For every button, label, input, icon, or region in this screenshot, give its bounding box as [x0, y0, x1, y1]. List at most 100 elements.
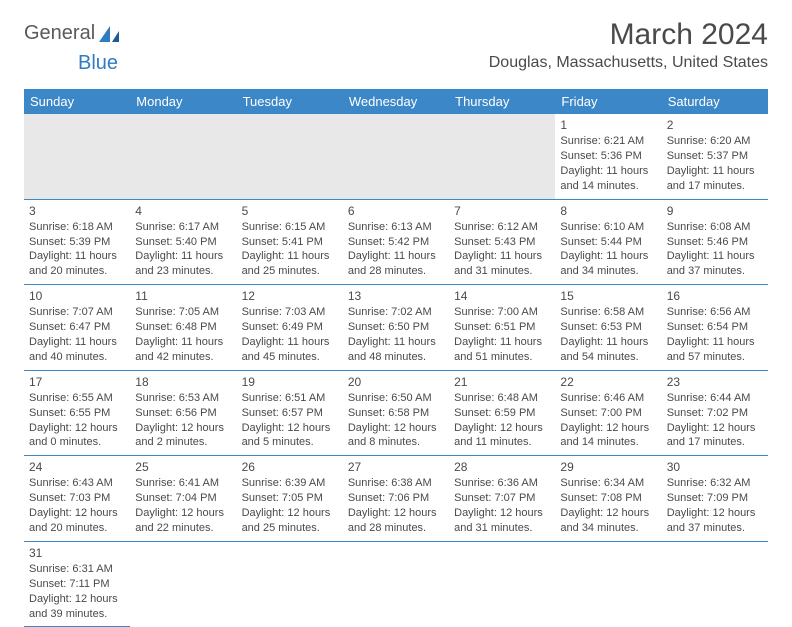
day-cell-27: 27Sunrise: 6:38 AMSunset: 7:06 PMDayligh…: [343, 456, 449, 542]
sunrise: Sunrise: 7:03 AM: [242, 305, 338, 320]
sunset: Sunset: 6:59 PM: [454, 406, 550, 421]
day-cell-11: 11Sunrise: 7:05 AMSunset: 6:48 PMDayligh…: [130, 285, 236, 371]
sunrise: Sunrise: 6:44 AM: [667, 391, 763, 406]
day-cell-15: 15Sunrise: 6:58 AMSunset: 6:53 PMDayligh…: [555, 285, 661, 371]
day-cell-14: 14Sunrise: 7:00 AMSunset: 6:51 PMDayligh…: [449, 285, 555, 371]
sunset: Sunset: 5:44 PM: [560, 235, 656, 250]
sunset: Sunset: 7:00 PM: [560, 406, 656, 421]
day-number: 12: [242, 288, 338, 304]
daylight: Daylight: 12 hours and 31 minutes.: [454, 506, 550, 536]
daylight: Daylight: 11 hours and 28 minutes.: [348, 249, 444, 279]
day-number: 23: [667, 374, 763, 390]
week-row-1: 1 Sunrise: 6:21 AM Sunset: 5:36 PM Dayli…: [24, 114, 768, 199]
day-cell-28: 28Sunrise: 6:36 AMSunset: 7:07 PMDayligh…: [449, 456, 555, 542]
day-cell-1: 1 Sunrise: 6:21 AM Sunset: 5:36 PM Dayli…: [555, 114, 661, 199]
sunset: Sunset: 7:11 PM: [29, 577, 125, 592]
sunrise: Sunrise: 6:36 AM: [454, 476, 550, 491]
day-number: 28: [454, 459, 550, 475]
sunrise: Sunrise: 6:38 AM: [348, 476, 444, 491]
day-cell-29: 29Sunrise: 6:34 AMSunset: 7:08 PMDayligh…: [555, 456, 661, 542]
daylight: Daylight: 11 hours and 42 minutes.: [135, 335, 231, 365]
sunset: Sunset: 5:37 PM: [667, 149, 763, 164]
day-number: 26: [242, 459, 338, 475]
day-cell-6: 6Sunrise: 6:13 AMSunset: 5:42 PMDaylight…: [343, 199, 449, 285]
daylight: Daylight: 12 hours and 11 minutes.: [454, 421, 550, 451]
day-cell-10: 10Sunrise: 7:07 AMSunset: 6:47 PMDayligh…: [24, 285, 130, 371]
sunrise: Sunrise: 6:18 AM: [29, 220, 125, 235]
sunset: Sunset: 6:49 PM: [242, 320, 338, 335]
sunset: Sunset: 7:06 PM: [348, 491, 444, 506]
sunset: Sunset: 5:41 PM: [242, 235, 338, 250]
sunrise: Sunrise: 7:05 AM: [135, 305, 231, 320]
day-cell-23: 23Sunrise: 6:44 AMSunset: 7:02 PMDayligh…: [662, 370, 768, 456]
daylight: Daylight: 11 hours and 54 minutes.: [560, 335, 656, 365]
daylight: Daylight: 12 hours and 25 minutes.: [242, 506, 338, 536]
day-cell-21: 21Sunrise: 6:48 AMSunset: 6:59 PMDayligh…: [449, 370, 555, 456]
sunrise: Sunrise: 6:12 AM: [454, 220, 550, 235]
sunrise: Sunrise: 6:58 AM: [560, 305, 656, 320]
logo: General: [24, 18, 123, 45]
sunrise: Sunrise: 6:13 AM: [348, 220, 444, 235]
daylight: Daylight: 12 hours and 14 minutes.: [560, 421, 656, 451]
week-row-5: 24Sunrise: 6:43 AMSunset: 7:03 PMDayligh…: [24, 456, 768, 542]
sunset: Sunset: 6:56 PM: [135, 406, 231, 421]
sunset: Sunset: 5:36 PM: [560, 149, 656, 164]
day-number: 31: [29, 545, 125, 561]
day-cell-22: 22Sunrise: 6:46 AMSunset: 7:00 PMDayligh…: [555, 370, 661, 456]
daylight: Daylight: 12 hours and 5 minutes.: [242, 421, 338, 451]
day-number: 17: [29, 374, 125, 390]
sunrise: Sunrise: 6:48 AM: [454, 391, 550, 406]
daylight: Daylight: 12 hours and 22 minutes.: [135, 506, 231, 536]
daylight: Daylight: 12 hours and 39 minutes.: [29, 592, 125, 622]
day-cell-19: 19Sunrise: 6:51 AMSunset: 6:57 PMDayligh…: [237, 370, 343, 456]
empty-cell: [237, 114, 343, 199]
day-cell-7: 7Sunrise: 6:12 AMSunset: 5:43 PMDaylight…: [449, 199, 555, 285]
sunrise: Sunrise: 6:51 AM: [242, 391, 338, 406]
daylight: Daylight: 11 hours and 25 minutes.: [242, 249, 338, 279]
day-cell-18: 18Sunrise: 6:53 AMSunset: 6:56 PMDayligh…: [130, 370, 236, 456]
day-number: 11: [135, 288, 231, 304]
daylight: Daylight: 12 hours and 8 minutes.: [348, 421, 444, 451]
sunrise: Sunrise: 6:17 AM: [135, 220, 231, 235]
sunset: Sunset: 7:09 PM: [667, 491, 763, 506]
day-cell-13: 13Sunrise: 7:02 AMSunset: 6:50 PMDayligh…: [343, 285, 449, 371]
day-number: 5: [242, 203, 338, 219]
day-number: 2: [667, 117, 763, 133]
daylight: Daylight: 11 hours and 37 minutes.: [667, 249, 763, 279]
sunset: Sunset: 5:40 PM: [135, 235, 231, 250]
sunset: Sunset: 7:08 PM: [560, 491, 656, 506]
day-number: 15: [560, 288, 656, 304]
day-number: 18: [135, 374, 231, 390]
daylight: Daylight: 12 hours and 37 minutes.: [667, 506, 763, 536]
empty-cell: [130, 114, 236, 199]
day-number: 6: [348, 203, 444, 219]
sunrise: Sunrise: 6:43 AM: [29, 476, 125, 491]
sunrise: Sunrise: 6:08 AM: [667, 220, 763, 235]
day-cell-26: 26Sunrise: 6:39 AMSunset: 7:05 PMDayligh…: [237, 456, 343, 542]
sunset: Sunset: 5:46 PM: [667, 235, 763, 250]
sunset: Sunset: 6:57 PM: [242, 406, 338, 421]
day-number: 30: [667, 459, 763, 475]
week-row-3: 10Sunrise: 7:07 AMSunset: 6:47 PMDayligh…: [24, 285, 768, 371]
day-number: 22: [560, 374, 656, 390]
daylight: Daylight: 11 hours and 51 minutes.: [454, 335, 550, 365]
logo-sail-icon: [99, 26, 121, 42]
day-cell-3: 3Sunrise: 6:18 AMSunset: 5:39 PMDaylight…: [24, 199, 130, 285]
day-cell-8: 8Sunrise: 6:10 AMSunset: 5:44 PMDaylight…: [555, 199, 661, 285]
month-title: March 2024: [489, 18, 768, 52]
sunrise: Sunrise: 6:20 AM: [667, 134, 763, 149]
empty-cell: [130, 541, 236, 627]
sunrise: Sunrise: 6:55 AM: [29, 391, 125, 406]
sunset: Sunset: 6:50 PM: [348, 320, 444, 335]
day-number: 20: [348, 374, 444, 390]
day-number: 24: [29, 459, 125, 475]
day-cell-2: 2 Sunrise: 6:20 AM Sunset: 5:37 PM Dayli…: [662, 114, 768, 199]
daylight: Daylight: 11 hours and 34 minutes.: [560, 249, 656, 279]
sunset: Sunset: 7:04 PM: [135, 491, 231, 506]
sunrise: Sunrise: 6:46 AM: [560, 391, 656, 406]
day-cell-9: 9Sunrise: 6:08 AMSunset: 5:46 PMDaylight…: [662, 199, 768, 285]
sunrise: Sunrise: 6:41 AM: [135, 476, 231, 491]
day-number: 25: [135, 459, 231, 475]
day-number: 13: [348, 288, 444, 304]
sunset: Sunset: 6:54 PM: [667, 320, 763, 335]
